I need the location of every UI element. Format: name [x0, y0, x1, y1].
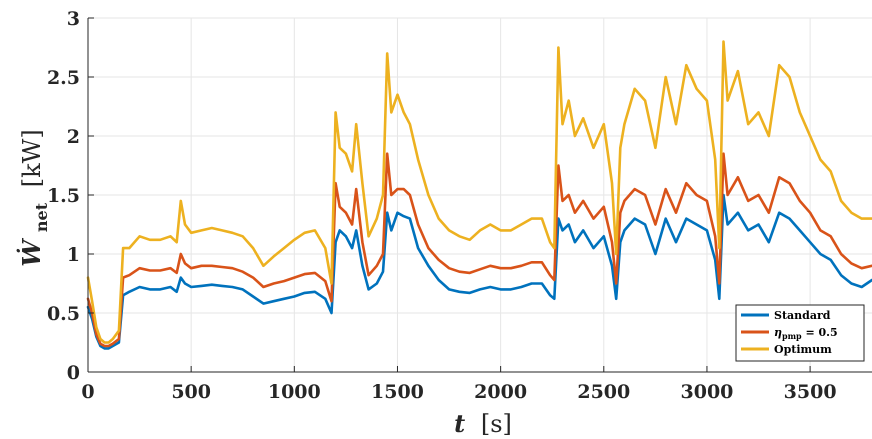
x-tick-label: 500 — [171, 381, 211, 403]
x-axis-variable: t — [454, 409, 465, 438]
series-line-optimum — [86, 40, 872, 344]
x-tick-label: 0 — [81, 381, 94, 403]
legend-eta-symbol: η — [774, 326, 782, 339]
y-axis-label: Ẇ net [kW] — [16, 129, 53, 266]
y-tick-label: 0 — [67, 362, 80, 384]
x-tick-label: 3500 — [784, 381, 837, 403]
series-line-standard — [86, 193, 872, 350]
legend: Standard ηpmp = 0.5 Optimum — [735, 304, 865, 362]
legend-label-optimum: Optimum — [774, 343, 832, 356]
legend-label-standard: Standard — [774, 309, 831, 322]
x-tick-label: 1500 — [371, 381, 424, 403]
x-axis-unit: [s] — [481, 410, 512, 438]
y-tick-label: 0.5 — [47, 303, 80, 325]
series-layer — [86, 40, 872, 350]
y-tick-label: 1.5 — [47, 185, 80, 207]
x-tick-labels: 0 500 1000 1500 2000 2500 3000 3500 — [81, 381, 836, 403]
legend-eta-subscript: pmp — [782, 331, 802, 341]
y-tick-label: 3 — [67, 8, 80, 30]
y-tick-label: 1 — [67, 244, 80, 266]
y-axis-variable: Ẇ — [16, 238, 46, 267]
y-axis-unit: [kW] — [18, 129, 46, 187]
y-tick-label: 2 — [67, 126, 80, 148]
series-line-eta-pmp — [86, 152, 872, 348]
x-tick-label: 2000 — [474, 381, 527, 403]
x-tick-label: 2500 — [577, 381, 630, 403]
legend-eta-value: = 0.5 — [802, 326, 838, 339]
y-axis-subscript: net — [32, 202, 51, 232]
x-tick-label: 1000 — [268, 381, 321, 403]
axes — [87, 17, 872, 373]
y-tick-labels: 0 0.5 1 1.5 2 2.5 3 — [47, 8, 80, 384]
y-tick-label: 2.5 — [47, 67, 80, 89]
x-tick-label: 3000 — [681, 381, 734, 403]
legend-label-eta-pmp: ηpmp = 0.5 — [774, 326, 838, 341]
x-axis-label: t [s] — [454, 409, 512, 438]
